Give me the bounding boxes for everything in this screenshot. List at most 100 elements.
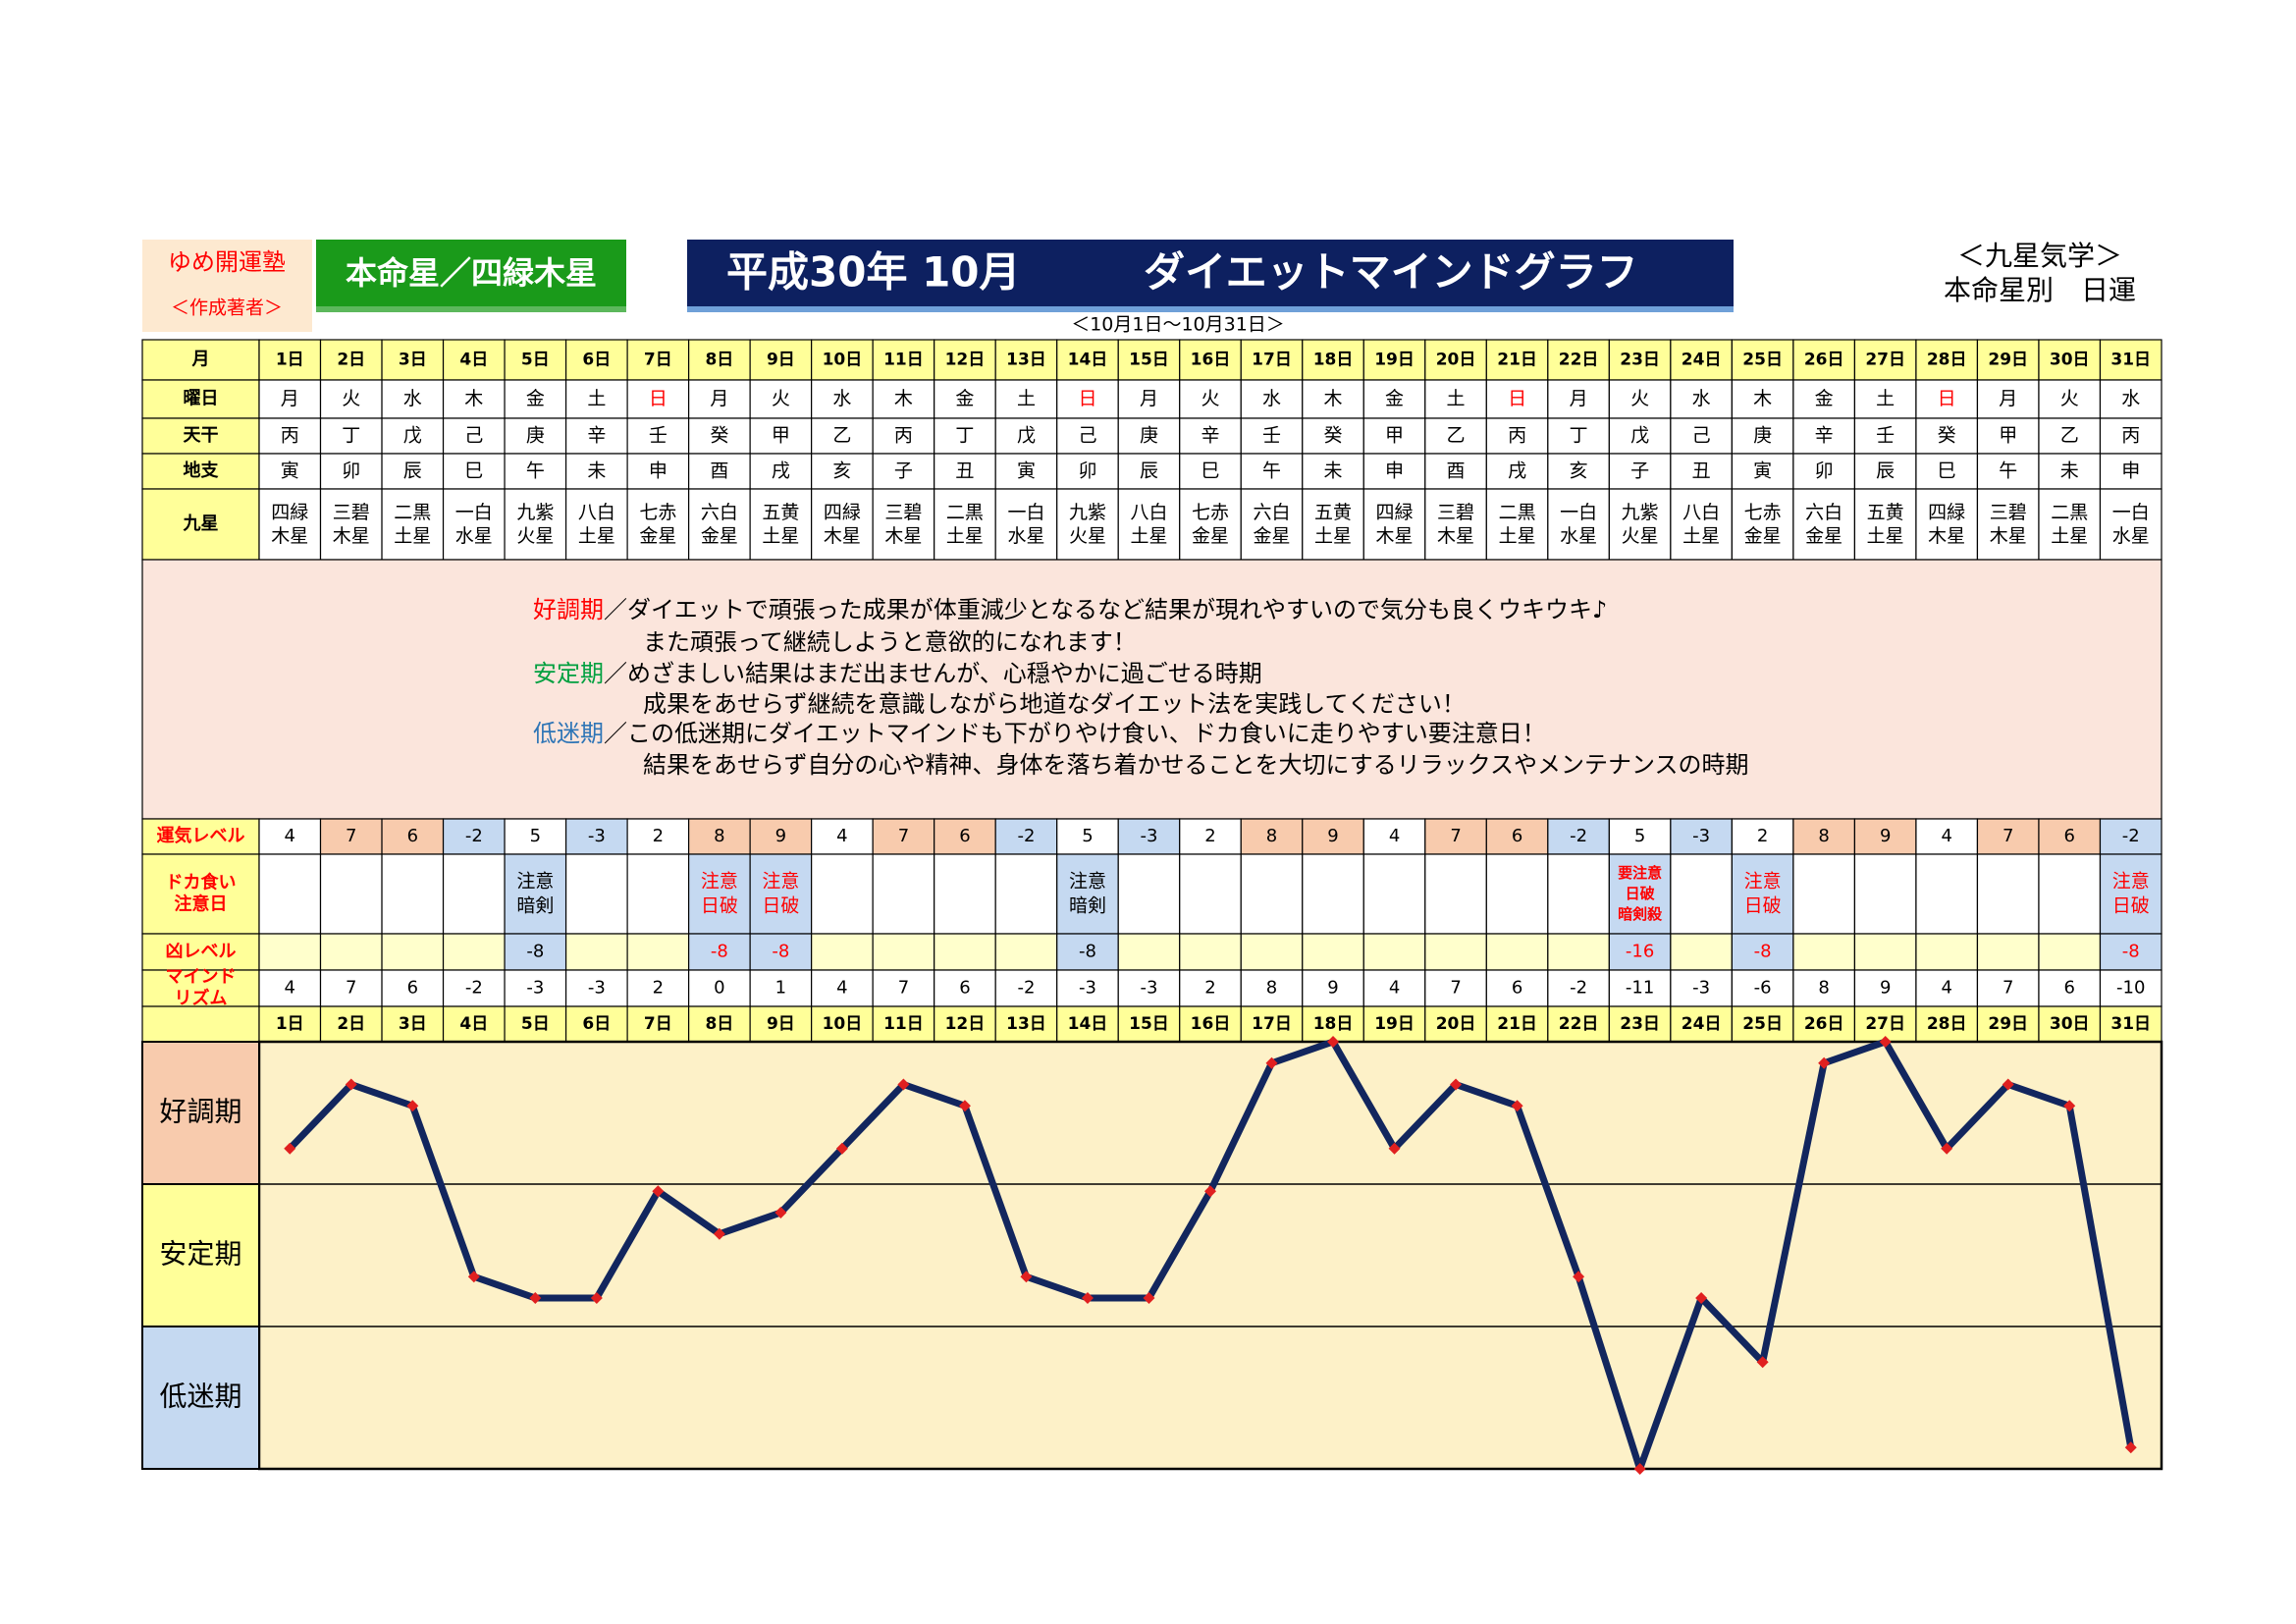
cell xyxy=(1362,933,1426,971)
day-label: 18日 xyxy=(1313,351,1354,370)
cell xyxy=(2038,379,2102,419)
day-label: 4日 xyxy=(459,351,488,370)
cell xyxy=(564,453,628,490)
cell xyxy=(811,417,874,455)
level-cell: 6 xyxy=(1512,826,1522,846)
level-cell: 9 xyxy=(775,826,786,846)
tenkan-cell: 甲 xyxy=(1385,425,1404,447)
mind-cell: 8 xyxy=(1266,978,1277,999)
cell xyxy=(1179,818,1242,855)
cell xyxy=(1976,818,2040,855)
kyusei-part: 四緑 xyxy=(824,502,861,523)
cell xyxy=(626,417,690,455)
tenkan-cell: 丁 xyxy=(955,425,974,447)
row-head: 運気レベル xyxy=(157,825,245,846)
day-label: 9日 xyxy=(767,1014,795,1034)
cell xyxy=(1547,1005,1610,1043)
cell xyxy=(1547,933,1610,971)
cell xyxy=(381,417,445,455)
cell xyxy=(141,379,260,419)
cell xyxy=(1056,339,1119,381)
level-cell: 8 xyxy=(1266,826,1277,846)
level-cell: 4 xyxy=(285,826,295,846)
mind-marker xyxy=(406,1100,419,1112)
kyusei-part: 水星 xyxy=(455,525,493,547)
chishi-cell: 戌 xyxy=(1508,460,1526,482)
day-label: 13日 xyxy=(1006,1014,1046,1034)
mind-marker xyxy=(652,1185,665,1198)
mind-marker xyxy=(1327,1036,1340,1048)
doka-cell: 注意 xyxy=(701,871,738,893)
mind-marker xyxy=(2002,1078,2014,1091)
day-label: 29日 xyxy=(1988,351,2028,370)
cell xyxy=(258,853,322,935)
weekdays-cell: 火 xyxy=(2060,388,2079,409)
day-label: 3日 xyxy=(399,1014,427,1034)
mind-marker xyxy=(590,1292,603,1304)
cell xyxy=(1976,339,2040,381)
cell xyxy=(1608,339,1672,381)
weekdays-cell: 火 xyxy=(772,388,790,409)
mind-cell: 4 xyxy=(1389,978,1400,999)
weekdays-cell: 月 xyxy=(1999,388,2017,409)
day-label: 19日 xyxy=(1374,351,1415,370)
cell xyxy=(1547,417,1610,455)
cell xyxy=(319,488,383,561)
cell xyxy=(1915,853,1979,935)
level-cell: 4 xyxy=(1941,826,1951,846)
cell xyxy=(258,417,322,455)
cell xyxy=(319,853,383,935)
weekdays-cell: 土 xyxy=(1447,388,1466,409)
cell xyxy=(994,853,1058,935)
message-line: 低迷期／この低迷期にダイエットマインドも下がりやけ食い、ドカ食いに走りやすい要注… xyxy=(533,720,1546,747)
cell xyxy=(626,1005,690,1043)
cell xyxy=(442,1005,506,1043)
kyusei-part: 四緑 xyxy=(1928,502,1965,523)
mind-cell: 6 xyxy=(2063,978,2074,999)
mind-marker xyxy=(835,1142,848,1155)
cell xyxy=(1731,969,1794,1007)
cell xyxy=(1853,933,1917,971)
cell xyxy=(564,339,628,381)
row-head: 凶レベル xyxy=(166,942,237,962)
cell xyxy=(688,853,751,935)
kyusei-part: 火星 xyxy=(1069,525,1106,547)
kyo-cell: -8 xyxy=(1754,942,1772,962)
chishi-cell: 午 xyxy=(526,460,545,482)
cell xyxy=(1362,417,1426,455)
cell xyxy=(688,339,751,381)
org-box xyxy=(142,240,312,332)
cell xyxy=(749,488,813,561)
star: 本命星／四緑木星 xyxy=(346,254,597,292)
chishi-cell: 酉 xyxy=(710,460,728,482)
kyusei-cell: 二黒土星 xyxy=(2051,502,2088,547)
day-label: 15日 xyxy=(1129,1014,1169,1034)
mind-cell: 1 xyxy=(775,978,786,999)
mind-marker xyxy=(1695,1292,1708,1304)
cell xyxy=(1302,453,1364,490)
mind-cell: -2 xyxy=(465,978,483,999)
message-label: 好調期 xyxy=(533,596,604,623)
mind-marker xyxy=(1081,1292,1094,1304)
mind-marker xyxy=(1941,1142,1953,1155)
cell xyxy=(1976,453,2040,490)
cell xyxy=(811,818,874,855)
cell xyxy=(504,933,567,971)
cell xyxy=(1792,453,1856,490)
cell xyxy=(564,417,628,455)
kyusei-cell: 七赤金星 xyxy=(1192,502,1229,547)
cell xyxy=(564,818,628,855)
cell xyxy=(258,379,322,419)
message-line: また頑張って継続しようと意欲的になれます！ xyxy=(643,628,1137,656)
level-cell: 7 xyxy=(346,826,356,846)
cell xyxy=(1670,933,1733,971)
kyusei-part: 九紫 xyxy=(1069,502,1106,523)
row-head: 九星 xyxy=(183,514,219,534)
cell xyxy=(2099,488,2163,561)
cell xyxy=(1608,417,1672,455)
kyusei-part: 土星 xyxy=(1314,525,1352,547)
cell xyxy=(1424,417,1487,455)
title-box-edge xyxy=(687,306,1734,312)
cell xyxy=(141,453,260,490)
mind-cell: -3 xyxy=(1079,978,1096,999)
